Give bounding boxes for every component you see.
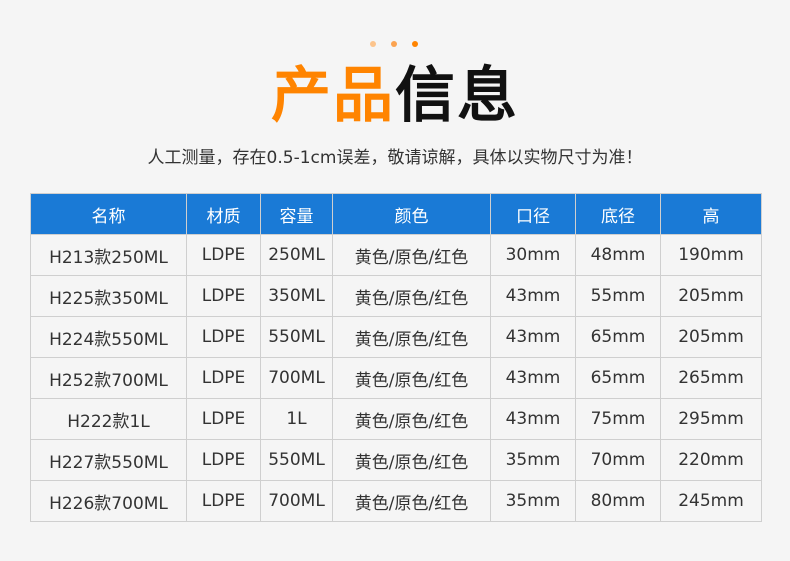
table-cell: 350ML xyxy=(260,275,333,317)
table-cell: 43mm xyxy=(490,357,576,399)
table-cell: H227款550ML xyxy=(30,439,187,481)
table-cell: 黄色/原色/红色 xyxy=(332,480,491,522)
dot-icon xyxy=(391,41,397,47)
title-orange: 产品 xyxy=(271,61,395,131)
table-cell: 205mm xyxy=(660,316,762,358)
column-header: 口径 xyxy=(490,193,576,235)
column-header: 颜色 xyxy=(332,193,491,235)
table-cell: 65mm xyxy=(575,357,661,399)
table-cell: 265mm xyxy=(660,357,762,399)
table-cell: 黄色/原色/红色 xyxy=(332,439,491,481)
table-cell: H224款550ML xyxy=(30,316,187,358)
table-cell: 55mm xyxy=(575,275,661,317)
table-cell: LDPE xyxy=(186,357,261,399)
table-cell: 43mm xyxy=(490,316,576,358)
table-cell: 250ML xyxy=(260,234,333,276)
table-header: 名称 材质 容量 颜色 口径 底径高 xyxy=(30,193,762,235)
column-header: 容量 xyxy=(260,193,333,235)
table-cell: LDPE xyxy=(186,316,261,358)
table-cell: 550ML xyxy=(260,439,333,481)
table-cell: 700ML xyxy=(260,480,333,522)
table-cell: 30mm xyxy=(490,234,576,276)
table-cell: LDPE xyxy=(186,398,261,440)
table-cell: 48mm xyxy=(575,234,661,276)
dot-icon xyxy=(370,41,376,47)
table-row: H227款550ML LDPE 550ML 黄色/原色/红色 35mm 70mm 220mm xyxy=(30,439,762,481)
table-cell: 295mm xyxy=(660,398,762,440)
page-title: 产品信息 xyxy=(0,60,790,132)
table-cell: 43mm xyxy=(490,275,576,317)
table-cell: 75mm xyxy=(575,398,661,440)
table-cell: 65mm xyxy=(575,316,661,358)
table-cell: 550ML xyxy=(260,316,333,358)
table-cell: 205mm xyxy=(660,275,762,317)
table-cell: H252款700ML xyxy=(30,357,187,399)
decorative-dots xyxy=(370,41,418,47)
table-cell: 黄色/原色/红色 xyxy=(332,234,491,276)
table-cell: 80mm xyxy=(575,480,661,522)
table-cell: LDPE xyxy=(186,439,261,481)
table-row: H213款250ML LDPE 250ML 黄色/原色/红色 30mm 48mm 190mm xyxy=(30,234,762,276)
product-table: 名称 材质 容量 颜色 口径 底径高 H213款250ML LDPE 250ML 黄色/原色/红… xyxy=(30,193,762,522)
table-cell: 220mm xyxy=(660,439,762,481)
table-cell: H213款250ML xyxy=(30,234,187,276)
table-cell: 黄色/原色/红色 xyxy=(332,398,491,440)
table-row: H252款700ML LDPE 700ML 黄色/原色/红色 43mm 65mm 265mm xyxy=(30,357,762,399)
table-cell: 1L xyxy=(260,398,333,440)
table-cell: 245mm xyxy=(660,480,762,522)
table-cell: H225款350ML xyxy=(30,275,187,317)
column-header: 名称 xyxy=(30,193,187,235)
table-cell: LDPE xyxy=(186,234,261,276)
table-row: H225款350ML LDPE 350ML 黄色/原色/红色 43mm 55mm 205mm xyxy=(30,275,762,317)
table-cell: 35mm xyxy=(490,439,576,481)
table-cell: LDPE xyxy=(186,275,261,317)
table-row: H226款700ML LDPE 700ML 黄色/原色/红色 35mm 80mm 245mm xyxy=(30,480,762,522)
column-header: 材质 xyxy=(186,193,261,235)
column-header: 底径 xyxy=(575,193,661,235)
dot-icon xyxy=(412,41,418,47)
table-cell: 黄色/原色/红色 xyxy=(332,275,491,317)
table-row: H224款550ML LDPE 550ML 黄色/原色/红色 43mm 65mm 205mm xyxy=(30,316,762,358)
title-black: 信息 xyxy=(395,61,519,131)
table-cell: H222款1L xyxy=(30,398,187,440)
table-cell: 700ML xyxy=(260,357,333,399)
table-cell: 黄色/原色/红色 xyxy=(332,357,491,399)
table-cell: 43mm xyxy=(490,398,576,440)
table-cell: 70mm xyxy=(575,439,661,481)
table-cell: 35mm xyxy=(490,480,576,522)
column-header: 高 xyxy=(660,193,762,235)
table-cell: LDPE xyxy=(186,480,261,522)
table-cell: 黄色/原色/红色 xyxy=(332,316,491,358)
subtitle: 人工测量，存在0.5-1cm误差，敬请谅解，具体以实物尺寸为准！ xyxy=(147,148,643,168)
table-cell: H226款700ML xyxy=(30,480,187,522)
table-row: H222款1L LDPE 1L 黄色/原色/红色 43mm 75mm 295mm xyxy=(30,398,762,440)
table-cell: 190mm xyxy=(660,234,762,276)
